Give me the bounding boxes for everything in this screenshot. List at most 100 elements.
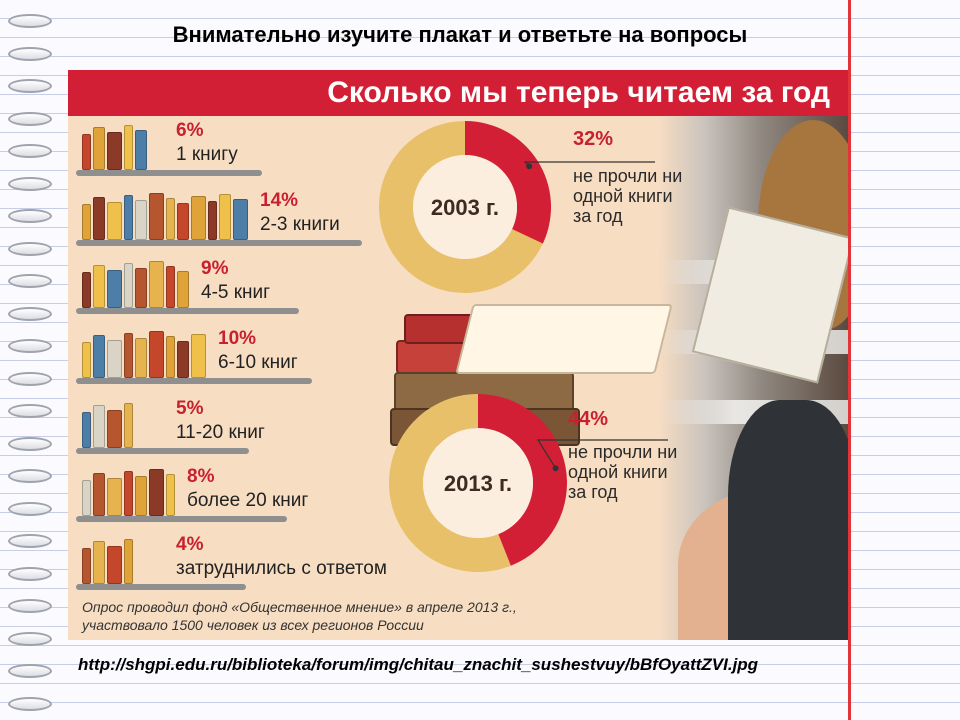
- shelf-percent-label: 8%: [187, 466, 215, 487]
- book-icon: [233, 199, 248, 240]
- donut-2003-percent: 32%: [573, 128, 614, 150]
- donut-2003-note: не прочли ни одной книги за год: [573, 166, 683, 226]
- shelf-category-label: 4-5 книг: [201, 282, 271, 303]
- binder-ring: [8, 144, 52, 158]
- shelf-percent-label: 6%: [176, 120, 204, 141]
- book-icon: [166, 198, 175, 240]
- shelf-percent-label: 10%: [218, 328, 257, 349]
- shelf-bar: [76, 448, 249, 454]
- book-icon: [149, 331, 164, 378]
- book-icon: [135, 476, 147, 516]
- book-icon: [107, 132, 122, 170]
- spiral-binding: [8, 0, 56, 720]
- binder-ring: [8, 306, 52, 321]
- book-icon: [149, 193, 164, 240]
- shelf-bar: [76, 240, 363, 246]
- binder-ring: [8, 534, 52, 548]
- book-icon: [82, 412, 91, 448]
- shelf-bar: [76, 584, 246, 590]
- book-icon: [107, 270, 122, 308]
- shelf-bar: [76, 516, 287, 522]
- binder-ring: [8, 111, 52, 126]
- donut-2003-leader-dot: [526, 163, 533, 170]
- book-icon: [177, 341, 189, 378]
- book-icon: [82, 480, 91, 516]
- binder-ring: [8, 664, 52, 678]
- poster-title: Сколько мы теперь читаем за год: [327, 76, 830, 109]
- book-icon: [124, 539, 133, 584]
- book-icon: [124, 263, 133, 308]
- book-icon: [135, 200, 147, 240]
- donut-2013-year-label: 2013 г.: [444, 471, 512, 496]
- binder-ring: [8, 501, 52, 516]
- book-icon: [166, 474, 175, 516]
- book-icon: [107, 546, 122, 584]
- binder-ring: [8, 14, 52, 28]
- shelf-category-label: 1 книгу: [176, 144, 238, 165]
- book-icon: [107, 202, 122, 240]
- donut-2013-note: не прочли ни одной книги за год: [568, 442, 678, 502]
- shelf-category-label: 11-20 книг: [176, 422, 265, 443]
- binder-ring: [8, 339, 52, 353]
- book-icon: [166, 336, 175, 378]
- book-icon: [177, 271, 189, 308]
- book-icon: [124, 471, 133, 516]
- shelf-percent-label: 4%: [176, 534, 204, 555]
- book-icon: [149, 261, 164, 308]
- donut-2013-leader-line: [536, 439, 668, 469]
- slide-heading: Внимательно изучите плакат и ответьте на…: [172, 22, 748, 47]
- binder-ring: [8, 404, 52, 418]
- book-icon: [93, 473, 105, 516]
- book-icon: [82, 548, 91, 584]
- donut-charts: 2003 г. 2013 г.: [379, 121, 668, 572]
- footnote-line-1: Опрос проводил фонд «Общественное мнение…: [82, 599, 517, 615]
- book-icon: [219, 194, 231, 240]
- source-url: http://shgpi.edu.ru/biblioteka/forum/img…: [78, 655, 759, 674]
- book-icon: [107, 478, 122, 516]
- book-icon: [93, 541, 105, 584]
- book-icon: [191, 334, 206, 378]
- binder-ring: [8, 176, 52, 191]
- binder-ring: [8, 469, 52, 483]
- book-icon: [93, 405, 105, 448]
- shelf-percent-label: 9%: [201, 258, 229, 279]
- binder-ring: [8, 241, 52, 256]
- book-icon: [82, 342, 91, 378]
- book-icon: [107, 410, 122, 448]
- book-icon: [93, 265, 105, 308]
- binder-ring: [8, 696, 52, 711]
- donut-2003-year-label: 2003 г.: [431, 195, 499, 220]
- book-icon: [93, 127, 105, 170]
- binder-ring: [8, 566, 52, 581]
- binder-ring: [8, 209, 52, 223]
- donut-2003-slice-rest: [379, 121, 543, 293]
- binder-ring: [8, 631, 52, 646]
- binder-ring: [8, 274, 52, 288]
- book-icon: [208, 201, 217, 240]
- book-icon: [82, 272, 91, 308]
- book-icon: [135, 130, 147, 170]
- girl-body: [728, 400, 848, 640]
- shelf-bar: [76, 170, 262, 176]
- book-icon: [82, 134, 91, 170]
- shelf-category-label: 2-3 книги: [260, 214, 340, 235]
- book-icon: [166, 266, 175, 308]
- shelf-percent-label: 14%: [260, 190, 299, 211]
- shelf-category-label: 6-10 книг: [218, 352, 298, 373]
- book-icon: [93, 197, 105, 240]
- shelf-category-label: затруднились с ответом: [176, 558, 387, 579]
- binder-ring: [8, 46, 52, 61]
- shelf-percent-label: 5%: [176, 398, 204, 419]
- book-icon: [124, 333, 133, 378]
- shelf-category-label: более 20 книг: [187, 490, 309, 511]
- infographic-poster: Сколько мы теперь читаем за год 6% 1 книг…: [68, 70, 848, 640]
- book-icon: [93, 335, 105, 378]
- shelf-bar: [76, 308, 300, 314]
- donut-2013-leader-dot: [552, 465, 559, 472]
- book-icon: [149, 469, 164, 516]
- binder-ring: [8, 79, 52, 93]
- book-icon: [107, 340, 122, 378]
- margin-line: [848, 0, 851, 720]
- book-icon: [124, 125, 133, 170]
- book-icon: [191, 196, 206, 240]
